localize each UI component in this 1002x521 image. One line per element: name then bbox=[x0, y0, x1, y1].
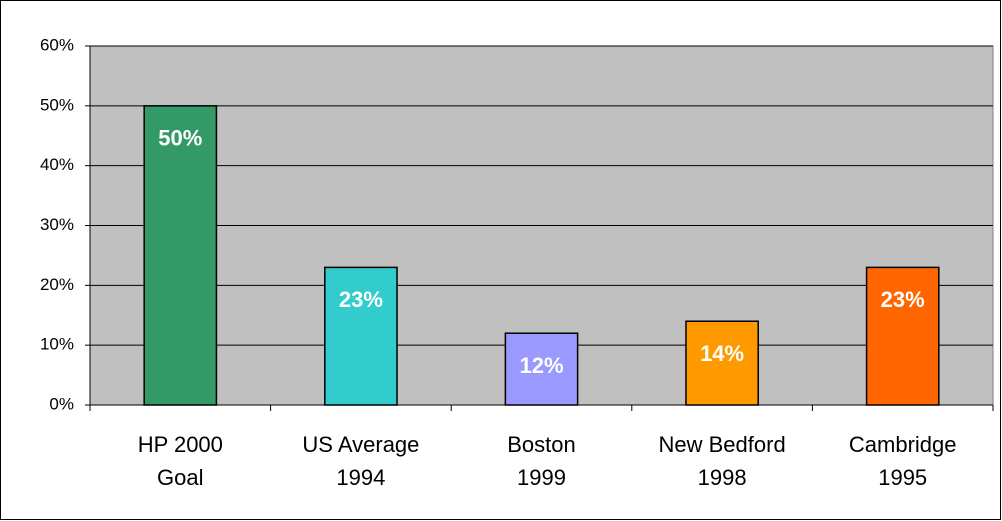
y-tick-label: 10% bbox=[40, 335, 74, 354]
x-tick-label-line: Boston bbox=[507, 432, 576, 457]
x-tick-label: New Bedford 1998 bbox=[659, 432, 786, 490]
x-tick-label-line: New Bedford bbox=[659, 432, 786, 457]
y-tick-label: 50% bbox=[40, 95, 74, 114]
x-tick-label: HP 2000 Goal bbox=[138, 432, 223, 490]
x-tick-label: US Average 1994 bbox=[302, 432, 419, 490]
x-tick-label: Boston 1999 bbox=[507, 432, 576, 490]
x-tick-label: Cambridge 1995 bbox=[849, 432, 957, 490]
bar bbox=[143, 105, 218, 406]
value-label: 50% bbox=[158, 126, 202, 151]
bar bbox=[324, 266, 398, 406]
x-tick-label-line: 1999 bbox=[517, 465, 566, 490]
x-tick-label-line: 1998 bbox=[698, 465, 747, 490]
x-tick-label-line: 1995 bbox=[878, 465, 927, 490]
y-tick-label: 20% bbox=[40, 275, 74, 294]
y-tick-label: 0% bbox=[49, 394, 74, 413]
value-label: 23% bbox=[881, 287, 925, 312]
x-tick-label-line: 1994 bbox=[336, 465, 385, 490]
x-tick-label-line: Goal bbox=[157, 465, 203, 490]
y-tick-label: 40% bbox=[40, 155, 74, 174]
x-tick-label-line: Cambridge bbox=[849, 432, 957, 457]
bar bbox=[685, 320, 759, 406]
y-tick-label: 30% bbox=[40, 215, 74, 234]
value-label: 12% bbox=[519, 353, 563, 378]
y-tick-label: 60% bbox=[40, 35, 74, 54]
value-label: 14% bbox=[700, 341, 744, 366]
bar bbox=[865, 266, 940, 406]
bar bbox=[504, 332, 579, 406]
value-label: 23% bbox=[339, 287, 383, 312]
x-tick-label-line: US Average bbox=[302, 432, 419, 457]
x-tick-label-line: HP 2000 bbox=[138, 432, 223, 457]
